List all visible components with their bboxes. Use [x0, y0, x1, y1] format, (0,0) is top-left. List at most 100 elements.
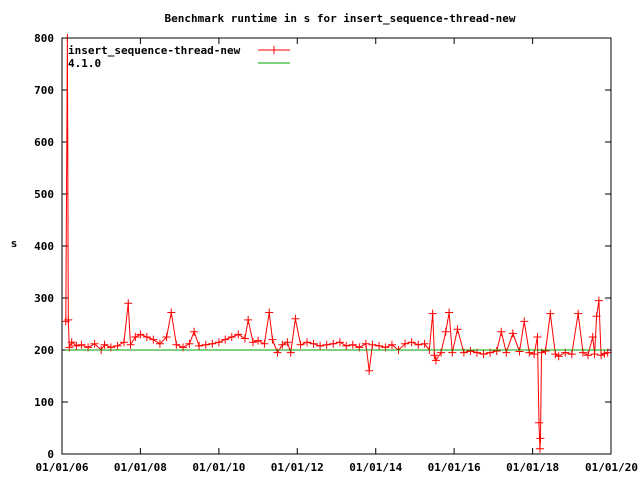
data-point	[227, 333, 236, 341]
y-tick-label: 200	[34, 344, 54, 357]
data-point	[479, 350, 488, 359]
data-point	[142, 333, 151, 341]
data-point	[124, 299, 133, 308]
y-tick-label: 600	[34, 136, 54, 149]
data-point	[322, 340, 331, 349]
plot-frame	[61, 37, 612, 455]
x-tick-label: 01/01/06	[36, 461, 89, 474]
data-point	[172, 340, 181, 349]
data-point	[296, 340, 305, 349]
data-point	[492, 347, 501, 356]
data-point	[588, 333, 597, 341]
data-point	[520, 317, 529, 326]
data-point	[167, 308, 176, 317]
data-point	[431, 356, 440, 365]
data-point	[77, 340, 86, 349]
x-tick-label: 01/01/20	[585, 461, 638, 474]
data-point	[195, 341, 204, 350]
y-tick-label: 500	[34, 188, 54, 201]
data-point	[221, 335, 230, 344]
data-point	[401, 339, 410, 348]
data-point	[584, 351, 593, 360]
x-tick-label: 01/01/16	[428, 461, 481, 474]
data-point	[72, 341, 81, 350]
data-point	[260, 339, 269, 348]
data-point	[453, 325, 462, 334]
data-point	[100, 340, 109, 349]
data-point	[597, 351, 606, 360]
x-tick-label: 01/01/08	[114, 461, 167, 474]
axis-ticks: 0 100 200 300 400 500 600 700 800 01/01/06 01/01/0…	[34, 32, 638, 474]
y-tick-label: 300	[34, 292, 54, 305]
y-tick-label: 400	[34, 240, 54, 253]
data-point	[414, 340, 423, 349]
legend-label: 4.1.0	[68, 57, 101, 70]
data-point	[554, 352, 563, 361]
data-point	[190, 327, 199, 336]
data-point	[149, 335, 158, 344]
data-point	[240, 334, 249, 343]
y-tick-label: 700	[34, 84, 54, 97]
data-point	[590, 350, 599, 359]
data-point	[342, 341, 351, 350]
data-point	[441, 327, 450, 336]
x-tick-label: 01/01/12	[271, 461, 324, 474]
data-point	[291, 314, 300, 323]
data-point	[535, 444, 544, 453]
data-point	[303, 338, 312, 347]
data-point	[365, 366, 374, 375]
legend-marker	[270, 46, 278, 54]
data-point	[119, 338, 128, 347]
legend-label: insert_sequence-thread-new	[68, 44, 241, 57]
data-point	[64, 315, 73, 324]
data-point	[534, 418, 543, 427]
data-point	[309, 339, 318, 348]
data-point	[551, 350, 560, 359]
data-point	[155, 339, 164, 348]
data-point	[515, 347, 524, 356]
data-point	[244, 315, 253, 324]
data-point	[254, 336, 263, 345]
data-point	[316, 341, 325, 350]
data-point	[541, 347, 550, 356]
data-point	[407, 338, 416, 347]
x-tick-label: 01/01/18	[506, 461, 559, 474]
data-point	[508, 329, 517, 338]
data-point	[283, 338, 292, 347]
data-point	[420, 339, 429, 348]
data-point	[592, 312, 601, 321]
data-point	[530, 350, 539, 359]
data-point	[131, 333, 140, 341]
data-point	[387, 340, 396, 349]
data-point	[234, 330, 243, 339]
data-point	[67, 338, 76, 347]
chart-title: Benchmark runtime in s for insert_sequen…	[165, 12, 516, 25]
data-point	[265, 308, 274, 317]
y-tick-label: 100	[34, 396, 54, 409]
data-point	[278, 340, 287, 349]
x-tick-label: 01/01/14	[349, 461, 402, 474]
data-point	[428, 309, 437, 318]
data-point	[214, 338, 223, 347]
data-point	[445, 308, 454, 317]
data-point	[208, 339, 217, 348]
data-point	[136, 330, 145, 339]
data-point	[126, 340, 135, 349]
data-point	[113, 341, 122, 350]
series-layer	[61, 34, 612, 453]
y-tick-label: 800	[34, 32, 54, 45]
y-axis-label: s	[11, 237, 18, 250]
data-point	[536, 434, 545, 443]
data-point	[361, 339, 370, 348]
data-point	[162, 333, 171, 341]
data-point	[329, 339, 338, 348]
data-point	[90, 339, 99, 348]
data-point	[268, 335, 277, 344]
data-point	[574, 309, 583, 318]
data-point	[466, 347, 475, 356]
data-point	[368, 340, 377, 349]
x-tick-label: 01/01/10	[192, 461, 245, 474]
